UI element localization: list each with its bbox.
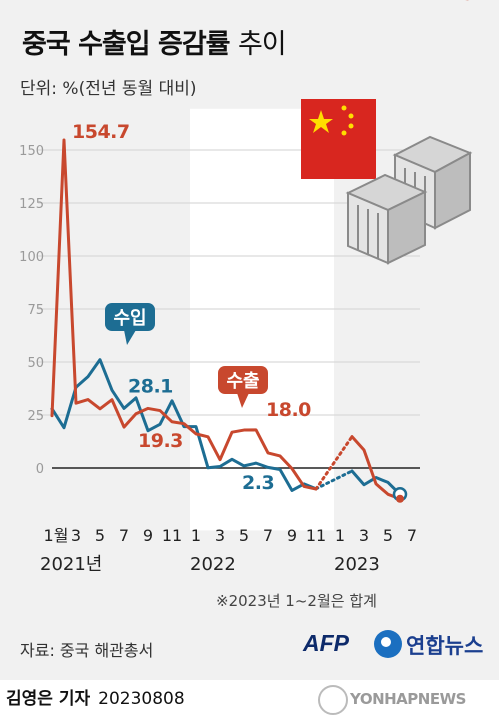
- x-tick-label: 9: [143, 526, 153, 545]
- y-tick-label: 75: [27, 303, 44, 318]
- x-tick-label: 7: [407, 526, 417, 545]
- legend-callout-pointer: [237, 393, 249, 408]
- x-tick-label: 5: [95, 526, 105, 545]
- legend-callout-label: 수출: [226, 371, 259, 392]
- footnote: ※2023년 1~2월은 합계: [216, 592, 377, 610]
- y-tick-label: 25: [27, 409, 44, 424]
- series-gap-import: [314, 469, 354, 491]
- chart-title-bold: 중국 수출입 증감률: [22, 29, 231, 60]
- series-gap-export: [314, 435, 354, 491]
- publish-date: 20230808: [98, 689, 185, 709]
- x-tick-label: 3: [215, 526, 225, 545]
- x-tick-label: 1: [335, 526, 345, 545]
- x-year-label: 2021년: [40, 554, 102, 575]
- chart-title-light: 추이: [237, 29, 287, 60]
- y-tick-label: 100: [19, 250, 44, 265]
- data-label: -12.4: [422, 0, 475, 5]
- year-band-2022: [190, 108, 334, 531]
- legend-callout-pointer: [124, 330, 136, 345]
- x-tick-label: 5: [383, 526, 393, 545]
- year-bands: [190, 108, 334, 531]
- data-label: 18.0: [266, 399, 311, 421]
- yonhap-logo: 연합뉴스: [374, 628, 486, 662]
- x-year-label: 2023: [334, 554, 380, 575]
- cargo-crates-icon: [345, 135, 473, 265]
- x-tick-label: 1: [191, 526, 201, 545]
- china-flag-icon: [301, 99, 376, 179]
- x-tick-label: 3: [359, 526, 369, 545]
- x-tick-label: 11: [306, 526, 326, 545]
- x-tick-label: 7: [263, 526, 273, 545]
- x-tick-label: 9: [287, 526, 297, 545]
- data-label: 28.1: [128, 375, 173, 397]
- yonhap-mark-icon: [374, 630, 402, 658]
- unit-label: 단위: %(전년 동월 대비): [20, 79, 197, 99]
- watermark-logo-icon: [318, 685, 348, 715]
- x-tick-label: 3: [71, 526, 81, 545]
- series-lines: [50, 138, 408, 503]
- x-year-label: 2022: [190, 554, 236, 575]
- y-axis-ticks: 0 25 50 75 100 125 150: [19, 144, 44, 477]
- chart-title: 중국 수출입 증감률 추이: [22, 22, 287, 61]
- byline: 김영은 기자 20230808: [6, 684, 185, 709]
- data-label: -14.5: [422, 0, 474, 5]
- watermark: YONHAPNEWS: [318, 680, 498, 719]
- data-labels: 154.7 28.1 19.3 18.0 2.3 -12.4-14.5: [72, 0, 475, 494]
- reporter-name: 김영은 기자: [6, 689, 91, 709]
- y-tick-label: 150: [19, 144, 44, 159]
- x-tick-label: 7: [119, 526, 129, 545]
- x-tick-label: 1월: [44, 526, 69, 545]
- watermark-text: YONHAPNEWS: [350, 690, 466, 708]
- x-tick-label: 5: [239, 526, 249, 545]
- legend-callout-box: [105, 303, 155, 331]
- y-tick-label: 50: [27, 356, 44, 371]
- x-tick-label: 11: [162, 526, 182, 545]
- source-label: 자료: 중국 해관총서: [20, 641, 154, 660]
- y-tick-label: 125: [19, 197, 44, 212]
- data-label: 154.7: [72, 121, 130, 143]
- afp-logo: AFP: [303, 630, 349, 656]
- data-label: 2.3: [242, 472, 274, 494]
- data-label: 19.3: [138, 430, 183, 452]
- legend-callout-box: [218, 366, 268, 394]
- end-marker-export: [396, 494, 404, 503]
- legend-callout-label: 수입: [113, 307, 146, 329]
- y-tick-label: 0: [36, 462, 44, 477]
- yonhap-logo-text: 연합뉴스: [406, 634, 484, 658]
